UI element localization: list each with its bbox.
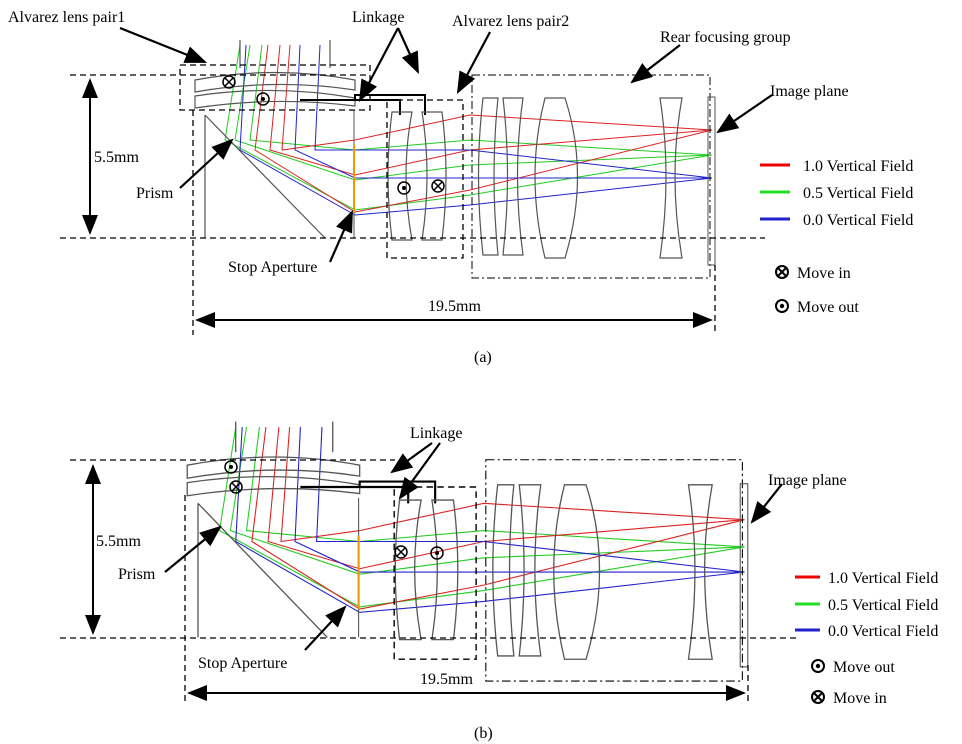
label: Alvarez lens pair1 (8, 9, 125, 26)
legend-label: 1.0 Vertical Field (803, 158, 913, 175)
label: 19.5mm (428, 298, 481, 315)
label: 5.5mm (94, 149, 139, 166)
panel-b: Linkage Image plane 5.5mm Prism Stop Ape… (60, 422, 938, 742)
caption: (b) (474, 725, 493, 742)
label: Alvarez lens pair2 (452, 13, 569, 30)
label: Prism (118, 566, 156, 583)
label: Stop Aperture (198, 655, 287, 672)
pair1-box (180, 65, 370, 110)
move-label: Move out (833, 659, 895, 676)
caption: (a) (474, 349, 492, 366)
label: Image plane (770, 83, 849, 100)
label: Stop Aperture (228, 259, 317, 276)
legend-label: 0.5 Vertical Field (803, 185, 913, 202)
optics (195, 40, 715, 278)
label: Prism (136, 185, 174, 202)
legend-label: 1.0 Vertical Field (828, 570, 938, 587)
move-label: Move in (833, 690, 887, 707)
legend-label: 0.5 Vertical Field (828, 597, 938, 614)
label: 19.5mm (420, 671, 473, 688)
move-label: Move in (797, 265, 851, 282)
label: Linkage (352, 9, 404, 26)
move-label: Move out (797, 299, 859, 316)
legend-label: 0.0 Vertical Field (803, 212, 913, 229)
label: Image plane (768, 472, 847, 489)
panel-a: Alvarez lens pair1 Linkage Alvarez lens … (8, 9, 913, 366)
label: Linkage (410, 425, 462, 442)
figure: Alvarez lens pair1 Linkage Alvarez lens … (0, 0, 962, 744)
label: Rear focusing group (660, 29, 791, 46)
legend-label: 0.0 Vertical Field (828, 623, 938, 640)
label: 5.5mm (96, 533, 141, 550)
